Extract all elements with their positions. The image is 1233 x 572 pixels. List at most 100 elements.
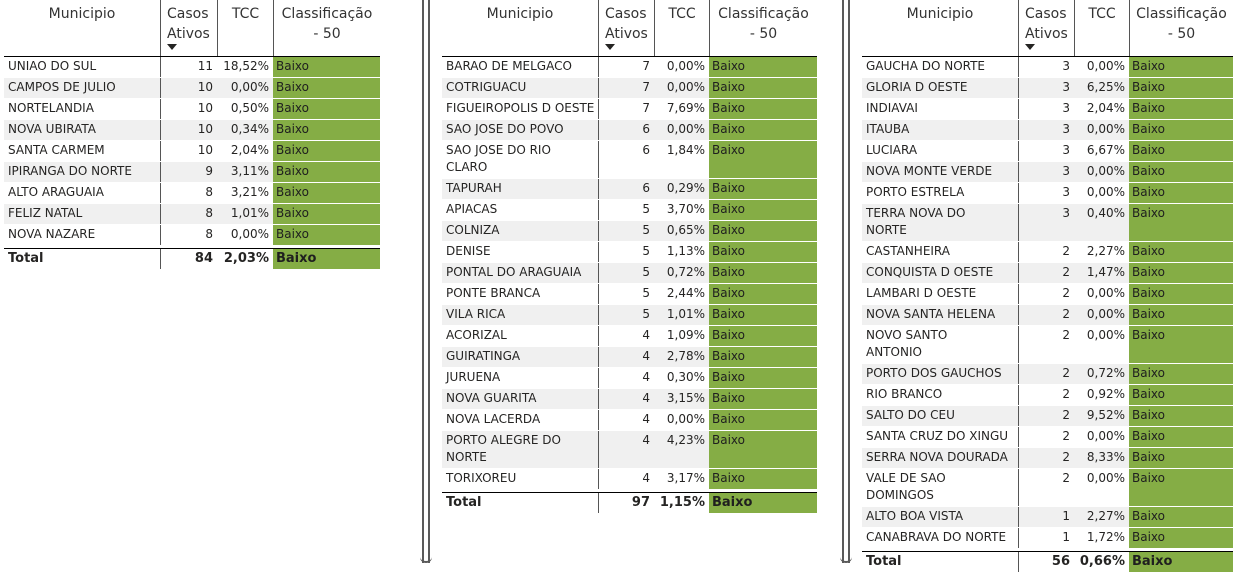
cell-tcc: 7,69% xyxy=(666,101,705,115)
cell-tcc: 0,00% xyxy=(1086,429,1125,443)
cell-classificacao: Baixo xyxy=(709,431,817,468)
table-row[interactable]: CONQUISTA D OESTE 2 1,47% Baixo xyxy=(862,263,1233,284)
cell-tcc: 0,50% xyxy=(230,101,269,115)
table-row[interactable]: SAO JOSE DO POVO 6 0,00% Baixo xyxy=(442,120,817,141)
table-row[interactable]: TAPURAH 6 0,29% Baixo xyxy=(442,179,817,200)
panel-divider-left[interactable] xyxy=(420,0,432,563)
table-row[interactable]: LAMBARI D OESTE 2 0,00% Baixo xyxy=(862,284,1233,305)
panel-divider-right[interactable] xyxy=(840,0,852,563)
cell-municipio: GUIRATINGA xyxy=(446,349,521,363)
cell-classificacao: Baixo xyxy=(273,120,380,140)
table-row[interactable]: NOVA UBIRATA 10 0,34% Baixo xyxy=(4,120,380,141)
column-header-tcc[interactable]: TCC xyxy=(654,0,709,56)
column-header-classificacao[interactable]: Classificação - 50 xyxy=(709,0,817,56)
table-row[interactable]: NOVA MONTE VERDE 3 0,00% Baixo xyxy=(862,162,1233,183)
cell-municipio: NORTELANDIA xyxy=(8,101,94,115)
table-row[interactable]: GLORIA D OESTE 3 6,25% Baixo xyxy=(862,78,1233,99)
cell-casos-ativos: 1 xyxy=(1018,528,1074,548)
cell-municipio: SANTA CARMEM xyxy=(8,143,105,157)
table-row[interactable]: PORTO DOS GAUCHOS 2 0,72% Baixo xyxy=(862,364,1233,385)
table-row[interactable]: APIACAS 5 3,70% Baixo xyxy=(442,200,817,221)
table-row[interactable]: PONTAL DO ARAGUAIA 5 0,72% Baixo xyxy=(442,263,817,284)
column-header-municipio[interactable]: Municipio xyxy=(4,0,160,56)
sort-descending-icon[interactable] xyxy=(1025,44,1035,50)
cell-municipio: CONQUISTA D OESTE xyxy=(866,265,994,279)
cell-tcc: 1,01% xyxy=(666,307,705,321)
cell-casos-ativos: 8 xyxy=(160,183,217,203)
total-tcc: 2,03% xyxy=(223,251,269,266)
table-row[interactable]: ALTO BOA VISTA 1 2,27% Baixo xyxy=(862,507,1233,528)
cell-tcc: 0,00% xyxy=(1086,122,1125,136)
table-row[interactable]: NOVA LACERDA 4 0,00% Baixo xyxy=(442,410,817,431)
cell-classificacao: Baixo xyxy=(273,183,380,203)
table-row[interactable]: CANABRAVA DO NORTE 1 1,72% Baixo xyxy=(862,528,1233,549)
cell-municipio: NOVA NAZARE xyxy=(8,227,96,241)
table-row[interactable]: SANTA CARMEM 10 2,04% Baixo xyxy=(4,141,380,162)
table-row[interactable]: BARAO DE MELGACO 7 0,00% Baixo xyxy=(442,57,817,78)
table-row[interactable]: RIO BRANCO 2 0,92% Baixo xyxy=(862,385,1233,406)
sort-descending-icon[interactable] xyxy=(167,44,177,50)
table-row[interactable]: GUIRATINGA 4 2,78% Baixo xyxy=(442,347,817,368)
cell-municipio: PONTAL DO ARAGUAIA xyxy=(446,265,582,279)
sort-descending-icon[interactable] xyxy=(605,44,615,50)
table-panel-1: Municipio Casos Ativos TCC Classificação - 50… xyxy=(4,0,380,269)
cell-municipio: COLNIZA xyxy=(446,223,500,237)
column-header-casos-line1: Casos xyxy=(605,6,647,22)
cell-classificacao: Baixo xyxy=(1129,305,1233,325)
table-row[interactable]: PONTE BRANCA 5 2,44% Baixo xyxy=(442,284,817,305)
cell-tcc: 2,27% xyxy=(1086,244,1125,258)
table-row[interactable]: NOVA GUARITA 4 3,15% Baixo xyxy=(442,389,817,410)
table-row[interactable]: NOVA SANTA HELENA 2 0,00% Baixo xyxy=(862,305,1233,326)
table-row[interactable]: NOVO SANTO ANTONIO 2 0,00% Baixo xyxy=(862,326,1233,364)
cell-tcc: 2,78% xyxy=(666,349,705,363)
table-row[interactable]: ALTO ARAGUAIA 8 3,21% Baixo xyxy=(4,183,380,204)
table-row[interactable]: PORTO ALEGRE DO NORTE 4 4,23% Baixo xyxy=(442,431,817,469)
cell-classificacao: Baixo xyxy=(709,141,817,178)
table-row[interactable]: CAMPOS DE JULIO 10 0,00% Baixo xyxy=(4,78,380,99)
column-header-municipio-label: Municipio xyxy=(486,6,554,22)
cell-casos-ativos: 2 xyxy=(1018,427,1074,447)
table-row[interactable]: ITAUBA 3 0,00% Baixo xyxy=(862,120,1233,141)
table-row[interactable]: SALTO DO CEU 2 9,52% Baixo xyxy=(862,406,1233,427)
table-row[interactable]: TORIXOREU 4 3,17% Baixo xyxy=(442,469,817,490)
table-row[interactable]: FIGUEIROPOLIS D OESTE 7 7,69% Baixo xyxy=(442,99,817,120)
table-row[interactable]: NORTELANDIA 10 0,50% Baixo xyxy=(4,99,380,120)
table-row[interactable]: IPIRANGA DO NORTE 9 3,11% Baixo xyxy=(4,162,380,183)
column-header-classificacao[interactable]: Classificação - 50 xyxy=(1129,0,1233,56)
table-row[interactable]: UNIAO DO SUL 11 18,52% Baixo xyxy=(4,57,380,78)
cell-municipio: ALTO ARAGUAIA xyxy=(8,185,104,199)
table-row[interactable]: FELIZ NATAL 8 1,01% Baixo xyxy=(4,204,380,225)
total-casos-ativos: 97 xyxy=(598,493,654,513)
table-row[interactable]: JURUENA 4 0,30% Baixo xyxy=(442,368,817,389)
table-row[interactable]: COTRIGUACU 7 0,00% Baixo xyxy=(442,78,817,99)
cell-municipio: PORTO DOS GAUCHOS xyxy=(866,366,1002,380)
table-row[interactable]: VILA RICA 5 1,01% Baixo xyxy=(442,305,817,326)
column-header-casos-ativos[interactable]: Casos Ativos xyxy=(1018,0,1074,56)
column-header-municipio[interactable]: Municipio xyxy=(862,0,1018,56)
table-row[interactable]: TERRA NOVA DO NORTE 3 0,40% Baixo xyxy=(862,204,1233,242)
table-row[interactable]: NOVA NAZARE 8 0,00% Baixo xyxy=(4,225,380,246)
column-header-casos-ativos[interactable]: Casos Ativos xyxy=(598,0,654,56)
table-row[interactable]: LUCIARA 3 6,67% Baixo xyxy=(862,141,1233,162)
table-row[interactable]: ACORIZAL 4 1,09% Baixo xyxy=(442,326,817,347)
column-header-tcc[interactable]: TCC xyxy=(1074,0,1129,56)
cell-municipio: LAMBARI D OESTE xyxy=(866,286,977,300)
table-row[interactable]: SANTA CRUZ DO XINGU 2 0,00% Baixo xyxy=(862,427,1233,448)
column-header-tcc[interactable]: TCC xyxy=(217,0,273,56)
table-row[interactable]: SERRA NOVA DOURADA 2 8,33% Baixo xyxy=(862,448,1233,469)
table-panel-3: Municipio Casos Ativos TCC Classificação - 50… xyxy=(862,0,1233,572)
table-row[interactable]: INDIAVAI 3 2,04% Baixo xyxy=(862,99,1233,120)
column-header-casos-ativos[interactable]: Casos Ativos xyxy=(160,0,217,56)
column-header-municipio[interactable]: Municipio xyxy=(442,0,598,56)
table-row[interactable]: COLNIZA 5 0,65% Baixo xyxy=(442,221,817,242)
table-row[interactable]: DENISE 5 1,13% Baixo xyxy=(442,242,817,263)
column-header-classificacao[interactable]: Classificação - 50 xyxy=(273,0,380,56)
column-header-classificacao-line1: Classificação xyxy=(718,6,809,22)
table-row[interactable]: SAO JOSE DO RIO CLARO 6 1,84% Baixo xyxy=(442,141,817,179)
table-row[interactable]: PORTO ESTRELA 3 0,00% Baixo xyxy=(862,183,1233,204)
table-row[interactable]: VALE DE SAO DOMINGOS 2 0,00% Baixo xyxy=(862,469,1233,507)
table-row[interactable]: CASTANHEIRA 2 2,27% Baixo xyxy=(862,242,1233,263)
cell-municipio: UNIAO DO SUL xyxy=(8,59,97,73)
table-row[interactable]: GAUCHA DO NORTE 3 0,00% Baixo xyxy=(862,57,1233,78)
cell-casos-ativos: 5 xyxy=(598,263,654,283)
